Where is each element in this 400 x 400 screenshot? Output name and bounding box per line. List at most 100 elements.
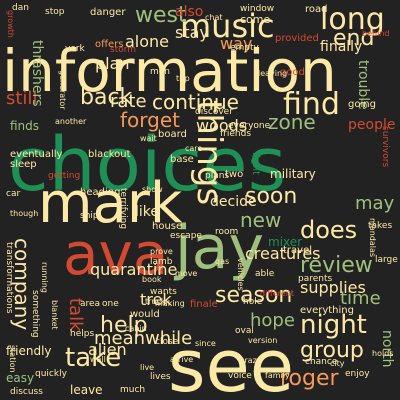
word-holds: holds (372, 349, 394, 358)
word-military: military (270, 167, 316, 181)
word-version: version (248, 336, 278, 345)
word-would: would (130, 309, 160, 320)
word-forget: forget (120, 108, 180, 132)
word-mandalas: mandalas (368, 218, 377, 258)
word-large: large (375, 255, 398, 265)
word-running: running (40, 262, 49, 293)
word-friends: friends (220, 129, 252, 139)
word-travel: travel (283, 245, 313, 256)
word-one: one (102, 299, 119, 309)
word-alone: alone (125, 32, 170, 51)
word-survivors: survivors (380, 126, 390, 168)
word-good: good (280, 67, 305, 78)
word-move: move (175, 269, 198, 278)
word-woods: woods (196, 116, 248, 135)
word-city: city (330, 359, 345, 368)
word-another: another (55, 117, 87, 126)
word-prove: prove (150, 247, 173, 256)
word-book: book (142, 275, 162, 284)
word-family: family (265, 371, 290, 380)
word-jay: jay (175, 213, 264, 283)
word-station: station (8, 345, 17, 373)
word-blanket: blanket (50, 300, 59, 330)
word-men: men (150, 67, 171, 77)
word-sleep: sleep (10, 159, 37, 170)
word-company: company (10, 238, 34, 331)
word-lamb: lamb (150, 257, 173, 267)
word-come: come (240, 13, 271, 26)
word-zone: zone (268, 110, 316, 134)
word-rate: rate (110, 91, 147, 112)
word-decide: decide (210, 194, 257, 210)
word-escape: escape (170, 231, 202, 241)
word-friendly: friendly (6, 344, 52, 358)
word-wants: wants (150, 287, 177, 297)
word-everyone: everyone (228, 121, 271, 131)
word-help: help (100, 313, 148, 338)
word-eventually: eventually (10, 149, 63, 160)
word-trip: trip (176, 74, 190, 83)
word-hope: hope (250, 310, 295, 331)
word-getting: getting (48, 171, 81, 181)
word-soon: soon (245, 184, 298, 209)
word-season: season (215, 283, 293, 308)
word-vehicles: vehicles (236, 258, 245, 291)
word-trek: trek (140, 290, 172, 309)
word-does: does (300, 216, 358, 244)
word-base: base (170, 154, 194, 165)
word-cabin: cabin (125, 324, 147, 333)
word-thrashers: thrashers (29, 40, 45, 107)
word-house: house (152, 221, 183, 232)
word-review: review (300, 253, 373, 278)
word-care: care (185, 144, 203, 153)
word-finds: finds (10, 119, 40, 133)
word-discover: discover (195, 107, 233, 117)
word-long: long (320, 2, 385, 37)
word-close: close (155, 337, 179, 347)
word-night: night (300, 310, 367, 340)
word-terrifying: terrifying (118, 188, 128, 230)
word-empty: empty (230, 43, 259, 53)
word-car: car (6, 189, 21, 199)
word-something: something (30, 290, 40, 338)
word-also: also (175, 4, 204, 20)
word-find: find (283, 87, 340, 122)
word-different: different (260, 289, 294, 298)
word-quickly: quickly (35, 369, 67, 379)
word-mark: mark (38, 171, 183, 236)
word-discuss: discuss (10, 387, 43, 397)
word-board: board (158, 129, 187, 140)
word-live: live (140, 363, 155, 372)
word-generator: generator (58, 70, 67, 110)
word-everything: everything (300, 305, 354, 316)
word-much: much (120, 385, 146, 395)
word-stay: stay (175, 23, 209, 42)
word-transformations: transformations (4, 242, 14, 314)
word-stop: stop (45, 7, 65, 17)
word-heading: heading (80, 187, 121, 198)
word-time: time (340, 288, 381, 309)
word-takes: takes (368, 221, 393, 231)
word-supplies: supplies (300, 278, 366, 297)
word-lives: lives (150, 372, 171, 382)
word-chance: chance (305, 357, 338, 367)
word-gas: gas (215, 257, 230, 266)
word-growth: growth (6, 10, 15, 38)
word-people: people (348, 117, 396, 133)
word-behind: behind (362, 29, 390, 38)
word-music: music (180, 7, 275, 45)
word-ava: ava (63, 220, 169, 288)
word-west: west (135, 3, 187, 28)
word-group: group (300, 338, 364, 363)
word-meanwhile: meanwhile (94, 328, 193, 349)
word-leave: leave (70, 383, 103, 397)
word-mixer: mixer (268, 235, 303, 249)
word-able: able (255, 269, 275, 279)
word-leaving: leaving (258, 69, 288, 78)
word-dan: dan (12, 3, 29, 13)
word-danger: danger (90, 7, 126, 18)
word-going: going (348, 99, 376, 110)
word-enjoy: enjoy (345, 369, 370, 379)
word-hole: hole (243, 297, 263, 307)
